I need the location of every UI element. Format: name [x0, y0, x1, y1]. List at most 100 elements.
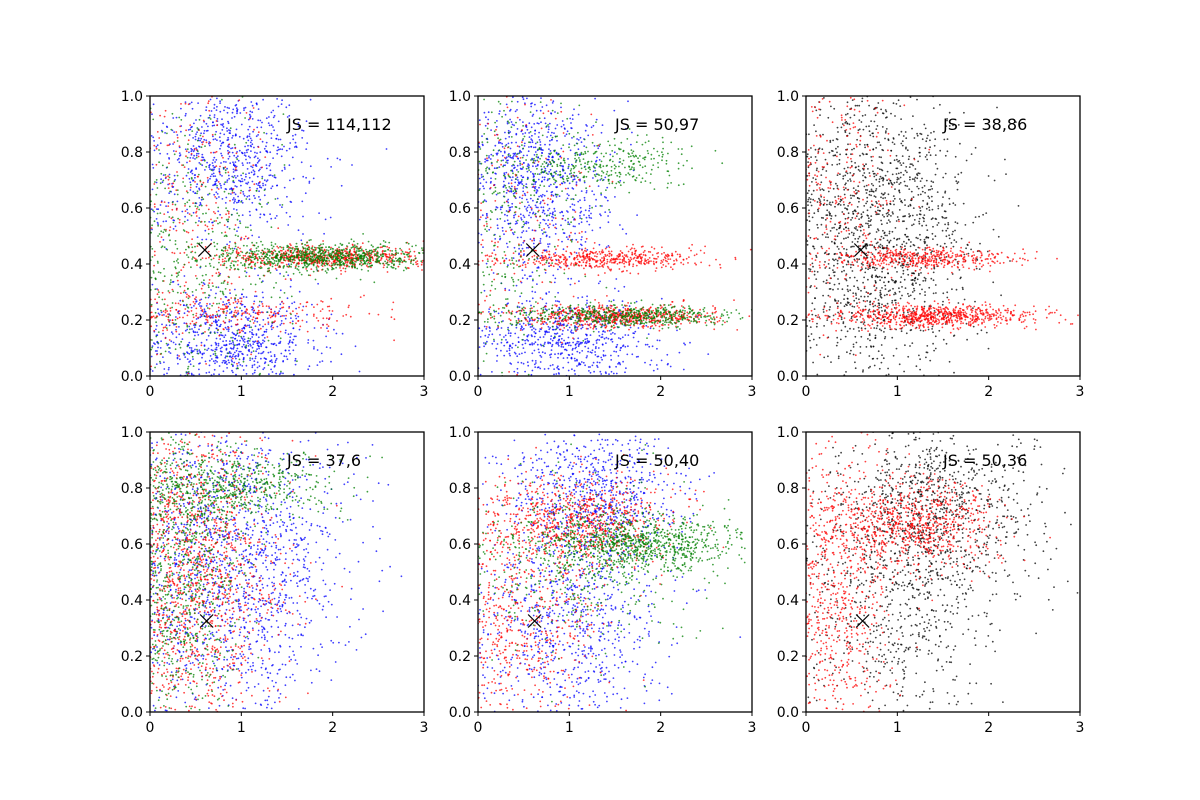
scatter-point: [161, 181, 164, 184]
scatter-point: [274, 359, 277, 362]
scatter-point: [577, 139, 580, 141]
scatter-point: [230, 311, 233, 314]
scatter-point: [165, 228, 167, 231]
scatter-point: [189, 186, 192, 189]
scatter-point: [185, 248, 187, 251]
scatter-point: [280, 155, 283, 158]
scatter-point: [407, 253, 410, 255]
scatter-point: [165, 205, 168, 208]
scatter-point: [218, 334, 221, 337]
scatter-point: [589, 351, 592, 353]
scatter-point: [317, 319, 320, 322]
scatter-point: [219, 213, 222, 216]
scatter-point: [213, 168, 215, 171]
scatter-point: [294, 267, 297, 269]
scatter-point: [360, 264, 363, 267]
scatter-point: [604, 371, 607, 373]
scatter-point: [525, 183, 528, 186]
scatter-point: [198, 349, 201, 351]
scatter-point: [231, 355, 234, 358]
scatter-point: [261, 121, 263, 124]
scatter-point: [224, 181, 227, 184]
scatter-point: [342, 262, 345, 265]
scatter-point: [509, 147, 512, 150]
scatter-point: [258, 365, 261, 367]
scatter-point: [388, 246, 391, 249]
scatter-point: [307, 258, 309, 261]
scatter-point: [391, 262, 393, 265]
scatter-point: [205, 130, 208, 132]
scatter-point: [634, 330, 637, 333]
scatter-point: [212, 121, 214, 124]
scatter-point: [264, 323, 267, 326]
scatter-point: [274, 256, 277, 258]
scatter-point: [190, 147, 193, 150]
scatter-point: [357, 257, 360, 260]
scatter-point: [306, 262, 308, 265]
scatter-point: [178, 310, 181, 312]
scatter-point: [208, 221, 211, 223]
scatter-point: [176, 317, 179, 320]
scatter-point: [330, 313, 333, 316]
scatter-point: [230, 359, 233, 361]
scatter-point: [256, 103, 258, 106]
scatter-point: [244, 254, 247, 257]
scatter-point: [155, 335, 158, 338]
scatter-point: [230, 325, 233, 328]
scatter-point: [282, 306, 285, 309]
scatter-point: [215, 310, 218, 313]
scatter-point: [215, 292, 217, 295]
scatter-point: [523, 162, 525, 164]
scatter-point: [252, 311, 255, 314]
scatter-point: [194, 176, 196, 179]
scatter-point: [156, 212, 159, 215]
scatter-point: [245, 158, 247, 161]
scatter-point: [258, 196, 260, 198]
scatter-point: [242, 254, 245, 257]
scatter-point: [156, 221, 159, 224]
scatter-point: [273, 176, 276, 179]
scatter-point: [527, 323, 530, 326]
scatter-point: [530, 208, 533, 211]
scatter-point: [208, 371, 211, 374]
scatter-point: [293, 373, 295, 376]
scatter-point: [216, 313, 219, 316]
scatter-point: [171, 251, 174, 254]
scatter-point: [186, 148, 189, 151]
scatter-point: [192, 358, 194, 360]
scatter-point: [166, 372, 168, 375]
scatter-point: [626, 353, 629, 356]
scatter-point: [627, 100, 629, 103]
scatter-point: [174, 243, 177, 246]
scatter-point: [363, 259, 365, 262]
scatter-point: [394, 249, 397, 252]
scatter-point: [236, 367, 239, 369]
scatter-point: [576, 359, 578, 362]
scatter-point: [385, 262, 388, 265]
scatter-point: [213, 156, 216, 159]
scatter-point: [215, 254, 218, 257]
scatter-point: [248, 135, 251, 138]
scatter-point: [178, 326, 180, 328]
scatter-point: [176, 207, 178, 210]
scatter-point: [285, 314, 287, 317]
scatter-point: [171, 185, 174, 188]
scatter-point: [339, 158, 341, 161]
scatter-point: [356, 259, 359, 262]
scatter-point: [238, 149, 241, 152]
scatter-point: [516, 176, 519, 179]
scatter-point: [164, 132, 167, 134]
scatter-point: [279, 289, 282, 292]
scatter-point: [410, 262, 412, 264]
scatter-point: [171, 288, 174, 291]
scatter-point: [252, 333, 255, 336]
scatter-point: [283, 315, 285, 317]
scatter-point: [268, 164, 271, 167]
scatter-point: [518, 306, 521, 308]
scatter-point: [195, 258, 197, 261]
scatter-point: [232, 163, 235, 165]
scatter-point: [530, 138, 533, 141]
scatter-point: [556, 139, 558, 142]
scatter-point: [379, 243, 382, 246]
scatter-point: [246, 317, 249, 320]
